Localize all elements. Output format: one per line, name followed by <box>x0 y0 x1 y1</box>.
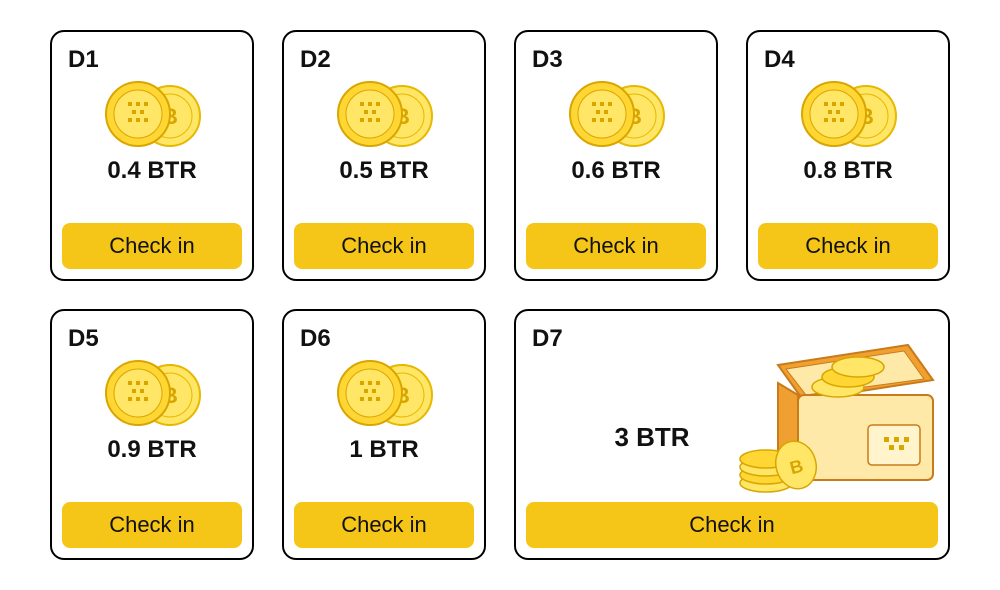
day-card-d7: D7 <box>514 309 950 560</box>
coins-icon: B <box>92 347 212 437</box>
day-card-d4: D4 B 0.8 BTR Check in <box>746 30 950 281</box>
reward-amount: 0.6 BTR <box>571 157 660 185</box>
card-middle: B 3 BTR <box>526 353 938 502</box>
daily-checkin-grid: D1 B 0.4 BTR Check in D2 <box>50 30 950 560</box>
day-card-d5: D5 B 0.9 BTR Check in <box>50 309 254 560</box>
day-card-d1: D1 B 0.4 BTR Check in <box>50 30 254 281</box>
card-middle: B 0.8 BTR <box>758 74 938 223</box>
reward-amount: 0.4 BTR <box>107 157 196 185</box>
reward-amount: 1 BTR <box>349 436 418 464</box>
card-middle: B 0.4 BTR <box>62 74 242 223</box>
reward-amount: 3 BTR <box>614 422 689 453</box>
checkin-button-d6[interactable]: Check in <box>294 502 474 548</box>
checkin-button-d1[interactable]: Check in <box>62 223 242 269</box>
checkin-button-d5[interactable]: Check in <box>62 502 242 548</box>
card-middle: B 0.5 BTR <box>294 74 474 223</box>
coins-icon: B <box>556 68 676 158</box>
coins-icon: B <box>92 68 212 158</box>
treasure-chest-icon: B <box>718 325 948 505</box>
card-middle: B 1 BTR <box>294 353 474 502</box>
checkin-button-d2[interactable]: Check in <box>294 223 474 269</box>
coins-icon: B <box>788 68 908 158</box>
checkin-button-d4[interactable]: Check in <box>758 223 938 269</box>
day-card-d3: D3 B 0.6 BTR Check in <box>514 30 718 281</box>
card-middle: B 0.6 BTR <box>526 74 706 223</box>
coins-icon: B <box>324 347 444 437</box>
reward-amount: 0.9 BTR <box>107 436 196 464</box>
reward-amount: 0.5 BTR <box>339 157 428 185</box>
reward-amount: 0.8 BTR <box>803 157 892 185</box>
checkin-button-d7[interactable]: Check in <box>526 502 938 548</box>
checkin-button-d3[interactable]: Check in <box>526 223 706 269</box>
day-card-d2: D2 B 0.5 BTR Check in <box>282 30 486 281</box>
coins-icon: B <box>324 68 444 158</box>
card-middle: B 0.9 BTR <box>62 353 242 502</box>
day-card-d6: D6 B 1 BTR Check in <box>282 309 486 560</box>
